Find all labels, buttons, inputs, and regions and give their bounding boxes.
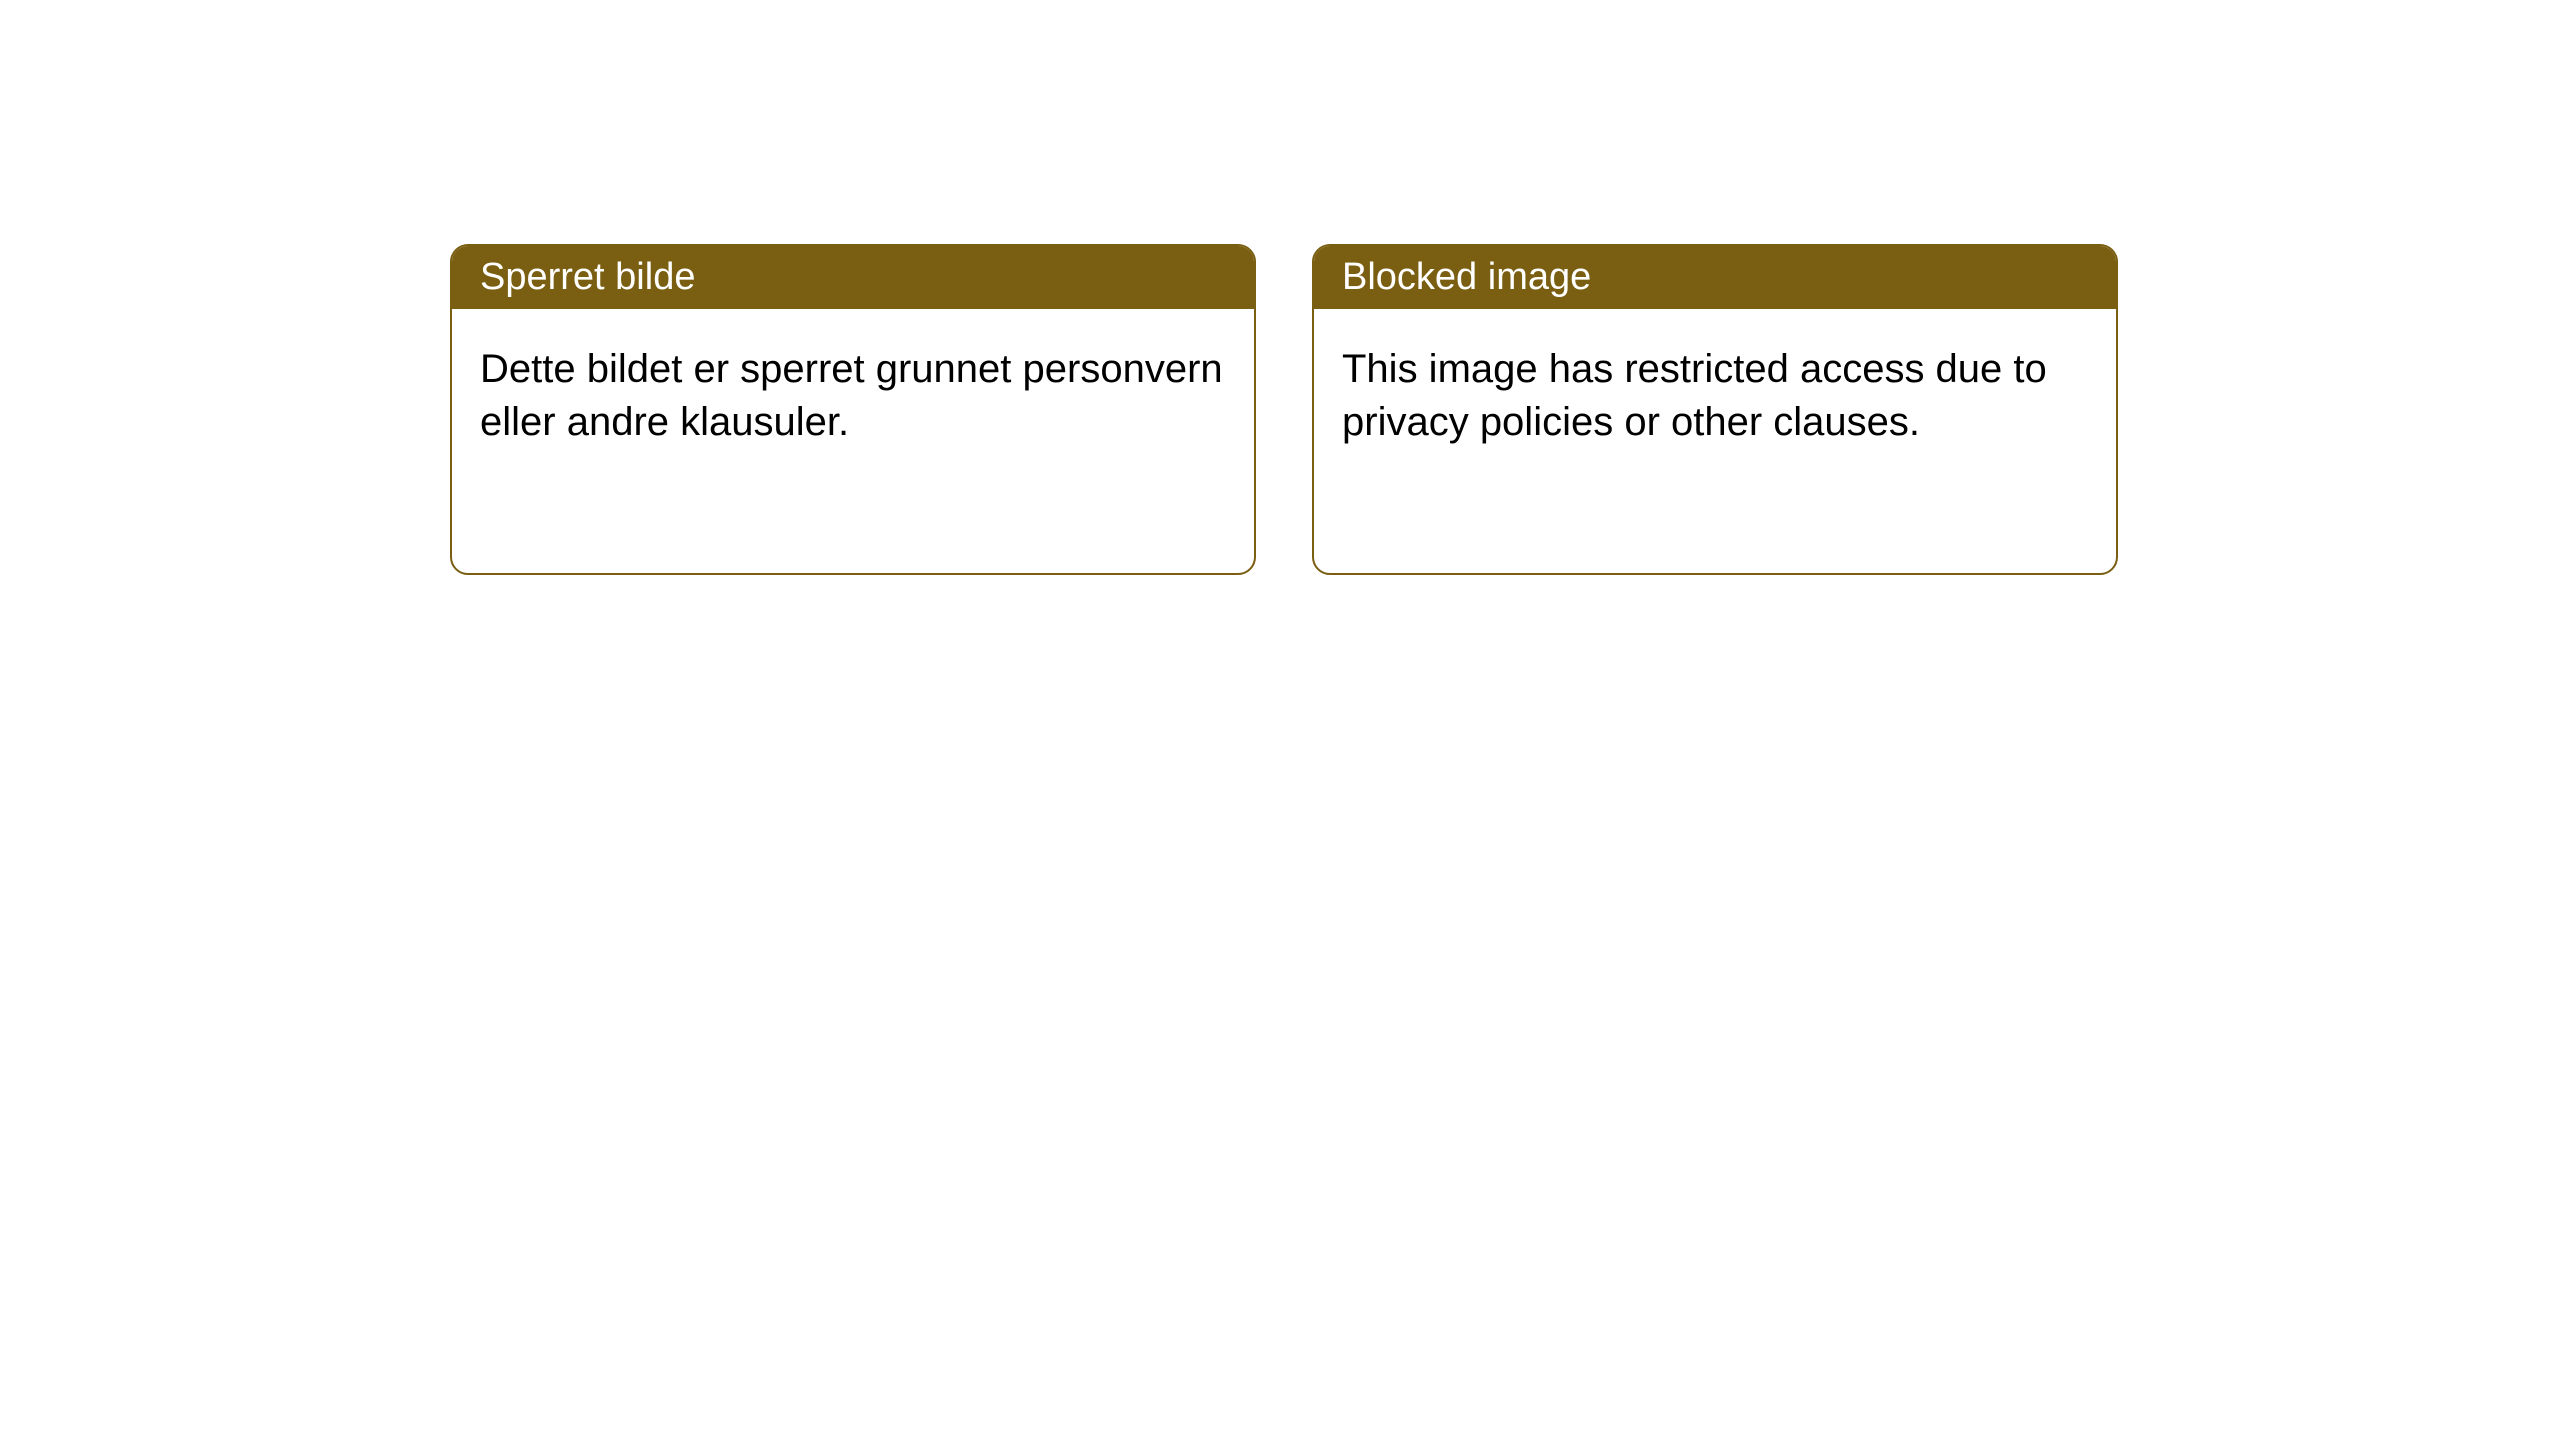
card-body-text: This image has restricted access due to … — [1342, 347, 2047, 444]
card-body: This image has restricted access due to … — [1314, 309, 2116, 573]
notice-card-norwegian: Sperret bilde Dette bildet er sperret gr… — [450, 244, 1256, 575]
card-title: Blocked image — [1342, 256, 1591, 298]
card-title: Sperret bilde — [480, 256, 695, 298]
notice-card-english: Blocked image This image has restricted … — [1312, 244, 2118, 575]
card-header: Blocked image — [1314, 246, 2116, 309]
card-body: Dette bildet er sperret grunnet personve… — [452, 309, 1254, 573]
card-body-text: Dette bildet er sperret grunnet personve… — [480, 347, 1223, 444]
card-header: Sperret bilde — [452, 246, 1254, 309]
notice-cards-container: Sperret bilde Dette bildet er sperret gr… — [450, 244, 2118, 575]
